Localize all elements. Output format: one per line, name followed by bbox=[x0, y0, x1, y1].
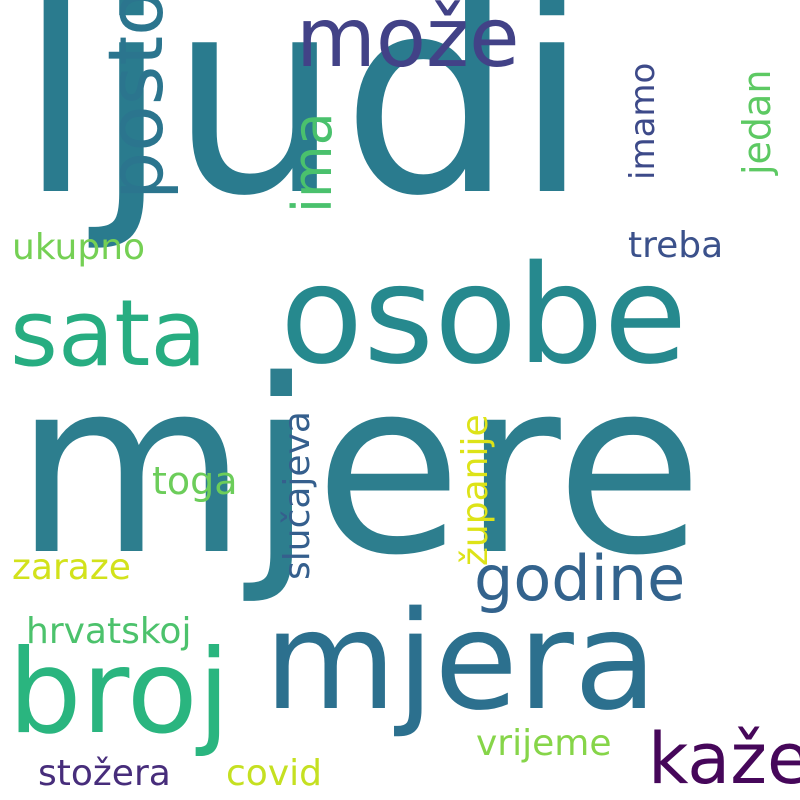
word-ukupno: ukupno bbox=[12, 227, 146, 268]
word-zupanije: županije bbox=[455, 414, 496, 566]
word-ima: ima bbox=[281, 112, 344, 213]
word-mjere: mjere bbox=[14, 328, 704, 608]
word-hrvatskoj: hrvatskoj bbox=[26, 611, 192, 652]
word-jedan: jedan bbox=[735, 69, 779, 175]
word-vrijeme: vrijeme bbox=[476, 723, 612, 764]
word-godine: godine bbox=[474, 542, 686, 615]
word-osobe: osobe bbox=[280, 237, 688, 395]
word-sata: sata bbox=[10, 280, 207, 387]
word-treba: treba bbox=[628, 225, 724, 266]
word-zaraze: zaraze bbox=[12, 547, 131, 588]
word-posto: posto bbox=[91, 0, 180, 200]
word-kaze: kaže bbox=[648, 718, 800, 800]
word-moze: može bbox=[296, 0, 520, 86]
word-covid: covid bbox=[226, 753, 322, 794]
word-stozera: stožera bbox=[38, 753, 171, 794]
word-slucajeva: slučajeva bbox=[277, 411, 318, 580]
word-broj: broj bbox=[8, 625, 230, 760]
word-mjera: mjera bbox=[264, 583, 658, 741]
word-toga: toga bbox=[152, 459, 238, 503]
word-ljudi: ljudi bbox=[18, 0, 590, 256]
word-imamo: imamo bbox=[623, 62, 663, 180]
